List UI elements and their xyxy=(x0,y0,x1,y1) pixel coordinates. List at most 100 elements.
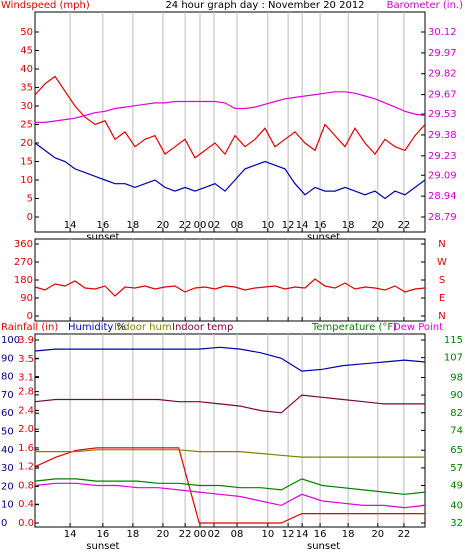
series-line xyxy=(34,75,426,159)
y-tick-label: 20 xyxy=(1,481,14,492)
series-line xyxy=(34,478,426,495)
y-tick-label: 70 xyxy=(1,390,14,401)
x-tick-label: 16 xyxy=(96,529,109,540)
x-tick-label: 22 xyxy=(398,220,411,231)
x-tick-label: 12 xyxy=(282,220,295,231)
y2-tick-label: 28.94 xyxy=(428,191,457,202)
series-line xyxy=(34,278,426,297)
x-tick-label: 08 xyxy=(231,220,244,231)
x-tick-label: 02 xyxy=(208,529,221,540)
y-tick-label: 5 xyxy=(27,194,33,205)
y2-tick-label: 82 xyxy=(450,408,463,419)
x-tick-label: 16 xyxy=(96,220,109,231)
y2-tick-label: 32 xyxy=(450,518,463,529)
y2-tick-label: 107 xyxy=(444,353,463,364)
x-tick-label: 18 xyxy=(342,220,355,231)
chart-title: 24 hour graph day : November 20 2012 xyxy=(165,0,364,11)
x-tick-label: 14 xyxy=(64,220,77,231)
x-tick-label: 16 xyxy=(314,220,327,231)
y-tick-label: 50 xyxy=(1,427,14,438)
y3-tick-label: 0.0 xyxy=(18,518,34,529)
x-tick-label: 16 xyxy=(314,529,327,540)
y2-tick-label: 98 xyxy=(450,372,463,383)
legend-entry: Humidity % xyxy=(68,322,126,333)
sunset-label: sunset xyxy=(307,232,340,243)
y-tick-label: 80 xyxy=(1,372,14,383)
x-tick-label: 18 xyxy=(342,529,355,540)
y2-tick-label: 29.67 xyxy=(428,90,457,101)
y-tick-label: 90 xyxy=(1,353,14,364)
y2-tick-label: W xyxy=(437,257,447,268)
y-tick-label: 45 xyxy=(20,46,33,57)
x-tick-label: 22 xyxy=(398,529,411,540)
y-tick-label: 10 xyxy=(20,175,33,186)
y-tick-label: 15 xyxy=(20,157,33,168)
x-tick-label: 20 xyxy=(371,220,384,231)
y2-tick-label: 57 xyxy=(450,463,463,474)
x-tick-label: 10 xyxy=(261,220,274,231)
y-tick-label: 40 xyxy=(20,64,33,75)
y2-tick-label: 30.12 xyxy=(428,27,457,38)
legend-entry: Dew Point xyxy=(393,322,443,333)
y-tick-label: 30 xyxy=(1,463,14,474)
x-tick-label: 08 xyxy=(231,529,244,540)
y2-tick-label: 65 xyxy=(450,445,463,456)
y2-tick-label: 40 xyxy=(450,500,463,511)
y3-tick-label: 1.6 xyxy=(18,443,34,454)
y-tick-label: 60 xyxy=(1,408,14,419)
x-tick-label: 22 xyxy=(179,529,192,540)
series-line xyxy=(34,142,426,200)
y3-tick-label: 1.2 xyxy=(18,462,34,473)
y-tick-label: 50 xyxy=(20,27,33,38)
y-tick-label: 0 xyxy=(1,518,7,529)
y2-tick-label: N xyxy=(438,239,445,250)
series-line xyxy=(35,91,426,124)
legend-entry: Indoor temp xyxy=(172,322,233,333)
y2-tick-label: 74 xyxy=(450,425,463,436)
y2-tick-label: 29.38 xyxy=(428,130,457,141)
x-tick-label: 00 xyxy=(194,220,207,231)
legend-entry: Indoor hum xyxy=(114,322,172,333)
x-tick-label: 14 xyxy=(64,529,77,540)
x-tick-label: 18 xyxy=(127,220,140,231)
x-tick-label: 20 xyxy=(371,529,384,540)
series-line xyxy=(35,449,425,458)
y2-tick-label: 28.79 xyxy=(428,212,457,223)
y3-tick-label: 3.1 xyxy=(18,373,34,384)
y-tick-label: 0 xyxy=(27,311,33,322)
x-tick-label: 20 xyxy=(157,220,170,231)
y3-tick-label: 0.4 xyxy=(18,499,34,510)
y2-axis-label: Barometer (in.) xyxy=(387,0,463,11)
sunset-label: sunset xyxy=(86,232,119,243)
y-tick-label: 270 xyxy=(14,257,33,268)
x-tick-label: 12 xyxy=(282,529,295,540)
x-tick-label: 00 xyxy=(194,529,207,540)
x-tick-label: 14 xyxy=(296,529,309,540)
y3-tick-label: 3.5 xyxy=(18,354,34,365)
x-tick-label: 22 xyxy=(179,220,192,231)
y-tick-label: 10 xyxy=(1,500,14,511)
y-tick-label: 180 xyxy=(14,275,33,286)
x-tick-label: 14 xyxy=(296,220,309,231)
series-line xyxy=(34,482,426,509)
y3-tick-label: 2.4 xyxy=(18,405,34,416)
y3-tick-label: 3.9 xyxy=(18,335,34,346)
plot-frame xyxy=(34,238,426,322)
y3-tick-label: 2.8 xyxy=(18,387,34,398)
y-tick-label: 0 xyxy=(27,212,33,223)
y2-tick-label: 29.97 xyxy=(428,48,457,59)
y2-tick-label: 29.82 xyxy=(428,69,457,80)
y3-tick-label: 0.8 xyxy=(18,480,34,491)
y2-tick-label: 115 xyxy=(444,335,463,346)
y-axis-label: Windspeed (mph) xyxy=(1,0,90,11)
legend-entry: Rainfall (in) xyxy=(1,322,58,333)
y2-tick-label: 90 xyxy=(450,390,463,401)
y2-tick-label: 29.23 xyxy=(428,151,457,162)
x-tick-label: 10 xyxy=(261,529,274,540)
y-tick-label: 40 xyxy=(1,445,14,456)
y-tick-label: 100 xyxy=(1,335,20,346)
y2-tick-label: E xyxy=(439,293,445,304)
series-line xyxy=(34,346,426,372)
